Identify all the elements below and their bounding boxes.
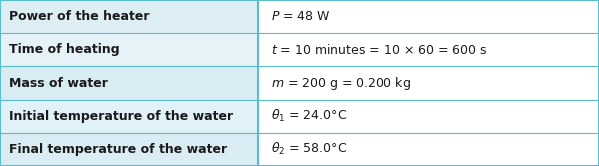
Text: Final temperature of the water: Final temperature of the water — [9, 143, 227, 156]
Bar — [0, 33, 258, 66]
Text: $t$ = 10 minutes = 10 × 60 = 600 s: $t$ = 10 minutes = 10 × 60 = 600 s — [271, 43, 488, 57]
Bar — [258, 0, 599, 33]
Text: Power of the heater: Power of the heater — [9, 10, 150, 23]
Bar — [0, 133, 258, 166]
Text: $m$ = 200 g = 0.200 kg: $m$ = 200 g = 0.200 kg — [271, 75, 411, 91]
Bar — [0, 66, 258, 100]
Text: $\theta_2$ = 58.0°C: $\theta_2$ = 58.0°C — [271, 141, 347, 157]
Bar — [0, 100, 258, 133]
Text: Mass of water: Mass of water — [9, 77, 108, 89]
Text: Initial temperature of the water: Initial temperature of the water — [9, 110, 233, 123]
Bar — [0, 0, 258, 33]
Bar — [258, 133, 599, 166]
Text: $\theta_1$ = 24.0°C: $\theta_1$ = 24.0°C — [271, 108, 347, 124]
Bar — [258, 100, 599, 133]
Bar — [258, 66, 599, 100]
Bar — [258, 33, 599, 66]
Text: Time of heating: Time of heating — [9, 43, 120, 56]
Text: $P$ = 48 W: $P$ = 48 W — [271, 10, 331, 23]
